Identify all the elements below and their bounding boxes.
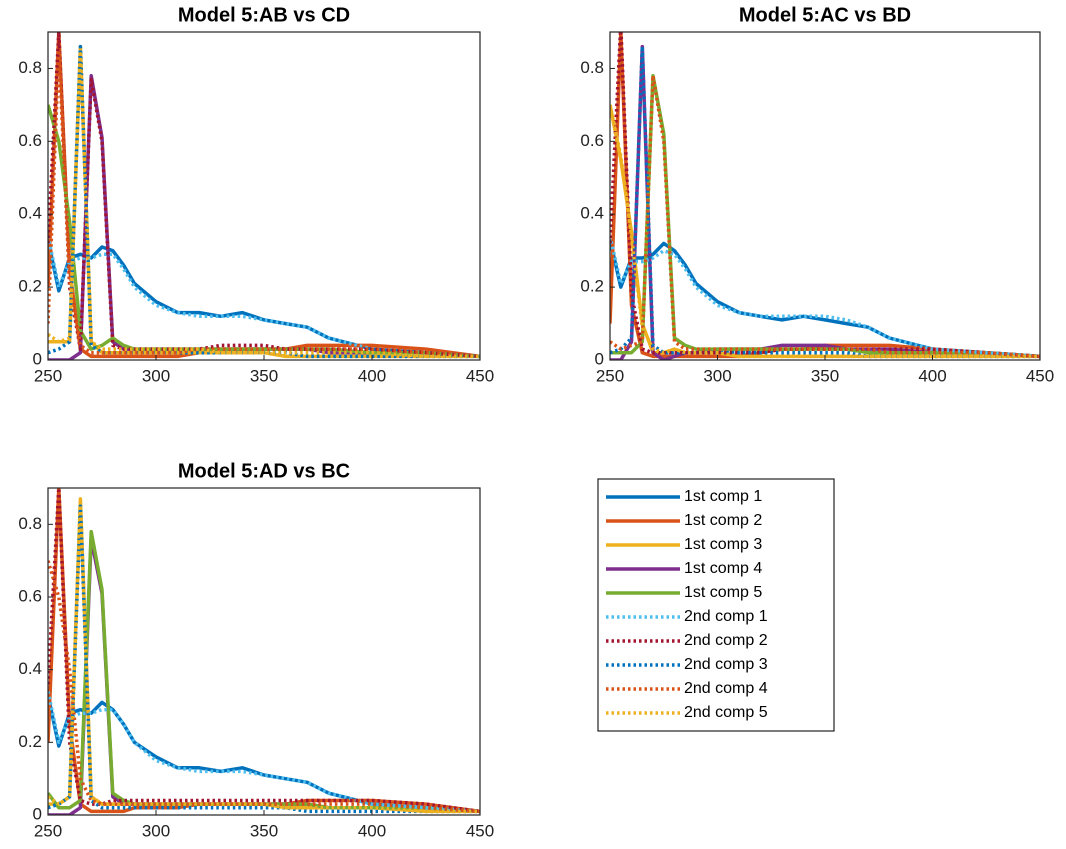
axes-frame	[609, 31, 1041, 361]
legend-label: 2nd comp 4	[684, 680, 768, 697]
x-tick-label: 250	[596, 366, 624, 385]
legend-label: 2nd comp 3	[684, 656, 768, 673]
x-tick-label: 250	[34, 366, 62, 385]
series-line	[48, 32, 480, 359]
x-tick-label: 300	[703, 366, 731, 385]
legend-label: 2nd comp 2	[684, 632, 768, 649]
legend-label: 2nd comp 1	[684, 608, 768, 625]
series-line	[48, 691, 480, 814]
series-line	[48, 500, 480, 814]
legend-label: 1st comp 3	[684, 536, 762, 553]
axes-frame	[47, 31, 481, 361]
axes-frame	[47, 487, 481, 816]
x-tick-label: 450	[466, 366, 494, 385]
x-tick-label: 350	[250, 821, 278, 840]
legend-label: 1st comp 5	[684, 584, 762, 601]
y-tick-label: 0.6	[18, 586, 42, 605]
x-tick-label: 400	[358, 366, 386, 385]
legend-label: 1st comp 1	[684, 488, 762, 505]
subplot: Model 5:AB vs CD 0 0.2 0.4 0.6 0.8 250 300 350 40…	[18, 4, 494, 385]
legend: 1st comp 1 1st comp 2 1st comp 3 1st comp 4…	[597, 478, 835, 732]
y-tick-label: 0.2	[18, 277, 42, 296]
chart-title: Model 5:AB vs CD	[178, 4, 350, 26]
series-line	[610, 235, 1040, 359]
y-tick-label: 0.4	[18, 659, 42, 678]
y-tick-label: 0.8	[18, 58, 42, 77]
x-tick-label: 250	[34, 821, 62, 840]
x-tick-label: 400	[358, 821, 386, 840]
legend-label: 1st comp 4	[684, 560, 762, 577]
x-tick-label: 300	[142, 821, 170, 840]
y-tick-label: 0.4	[18, 204, 42, 223]
series-line	[48, 488, 480, 814]
y-tick-label: 0	[33, 349, 42, 368]
series-line	[48, 529, 480, 814]
y-tick-label: 0	[33, 804, 42, 823]
series-line	[48, 560, 480, 814]
y-tick-label: 0.6	[18, 131, 42, 150]
x-tick-label: 450	[1026, 366, 1054, 385]
y-tick-label: 0.6	[580, 131, 604, 150]
y-tick-label: 0	[595, 349, 604, 368]
series-line	[48, 32, 480, 359]
series-line	[48, 44, 480, 359]
x-tick-label: 350	[250, 366, 278, 385]
x-tick-label: 350	[811, 366, 839, 385]
legend-label: 2nd comp 5	[684, 704, 768, 721]
y-tick-label: 0.2	[18, 732, 42, 751]
subplot: Model 5:AD vs BC 0 0.2 0.4 0.6 0.8 250 300 350 40…	[18, 460, 494, 840]
x-tick-label: 450	[466, 821, 494, 840]
x-tick-label: 400	[918, 366, 946, 385]
chart-title: Model 5:AD vs BC	[178, 460, 350, 482]
y-tick-label: 0.4	[580, 204, 604, 223]
legend-label: 1st comp 2	[684, 512, 762, 529]
series-line	[610, 104, 1040, 359]
y-tick-label: 0.8	[18, 514, 42, 533]
series-line	[48, 504, 480, 814]
series-line	[48, 235, 480, 359]
subplot: Model 5:AC vs BD 0 0.2 0.4 0.6 0.8 250 300 350 40…	[580, 4, 1054, 385]
series-line	[48, 48, 480, 359]
series-line	[610, 73, 1040, 359]
y-tick-label: 0.2	[580, 277, 604, 296]
series-line	[48, 73, 480, 360]
y-tick-label: 0.8	[580, 58, 604, 77]
x-tick-label: 300	[142, 366, 170, 385]
chart-title: Model 5:AC vs BD	[739, 4, 911, 26]
